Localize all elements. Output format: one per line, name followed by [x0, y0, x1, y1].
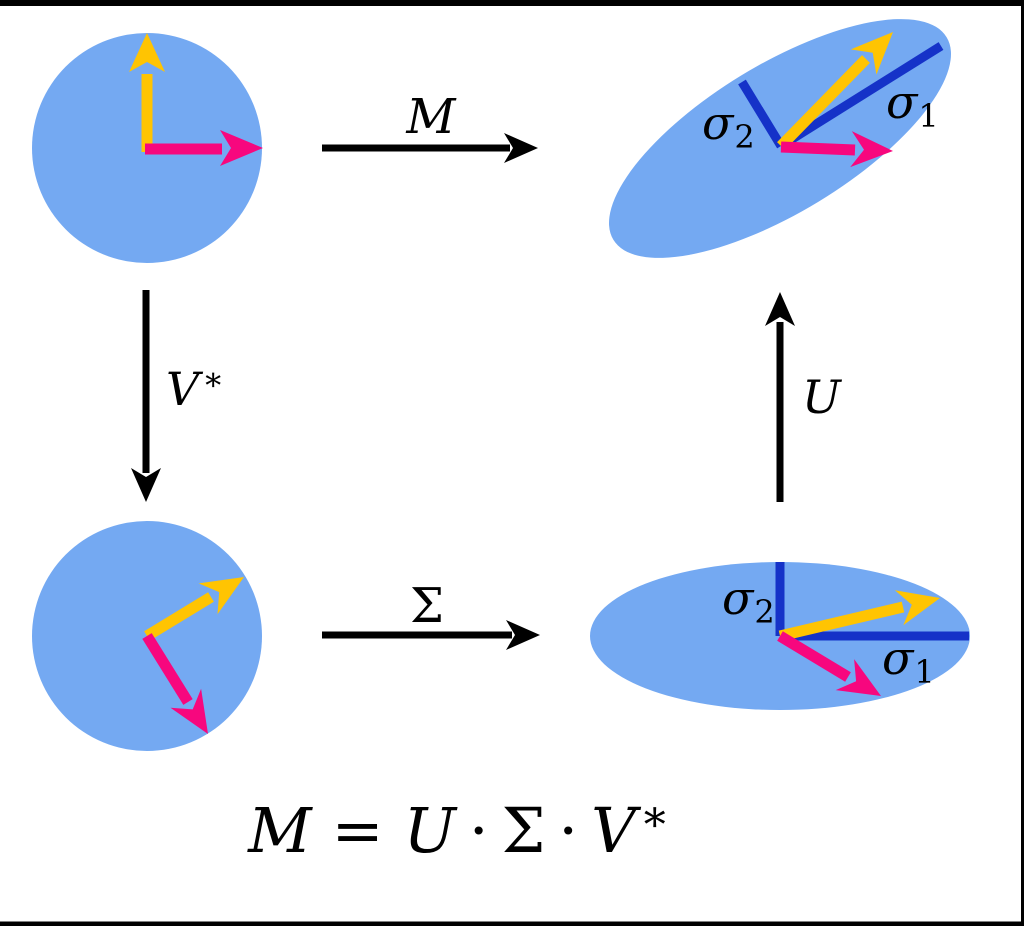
rotated-ellipse-shape	[609, 19, 951, 258]
sigma1-label: σ1	[886, 75, 939, 135]
rotated-ellipse-node: σ2 σ1	[609, 19, 951, 258]
map-arrow-m: M	[322, 89, 538, 163]
rotated-circle-node	[32, 521, 262, 751]
basis-vector-yellow	[129, 33, 165, 152]
sigma2-axis-segment	[738, 79, 785, 149]
magenta-arrowhead	[835, 659, 881, 696]
map-label-u: U	[802, 370, 843, 424]
black-arrowhead	[765, 292, 795, 326]
basis-vector-yellow	[144, 577, 244, 641]
frame-bottom-line	[0, 921, 1024, 926]
image-vector-magenta	[777, 631, 881, 696]
magenta-arrowhead	[170, 688, 208, 734]
map-label-v-star: V∗	[166, 360, 224, 416]
svd-formula: M = U · Σ · V∗	[247, 791, 670, 867]
image-vector-yellow	[778, 590, 940, 642]
map-arrow-sigma: Σ	[322, 578, 540, 650]
magenta-arrowhead	[850, 131, 893, 168]
map-arrow-v-star: V∗	[131, 290, 224, 502]
image-vector-magenta	[780, 131, 893, 168]
black-arrowhead	[131, 468, 161, 502]
image-vector-yellow	[777, 32, 893, 150]
scaled-ellipse-node: σ2 σ1	[590, 562, 970, 710]
yellow-arrowhead	[198, 577, 244, 615]
basis-vector-magenta	[142, 633, 208, 734]
black-arrowhead	[504, 133, 538, 163]
yellow-arrowhead	[894, 590, 940, 626]
sigma2-label: σ2	[722, 571, 775, 631]
sigma1-axis-segment	[778, 42, 944, 150]
sigma2-label: σ2	[702, 96, 755, 156]
magenta-arrowhead	[220, 130, 263, 166]
yellow-arrowhead	[129, 33, 165, 72]
yellow-arrowhead	[850, 32, 893, 75]
sigma1-label: σ1	[882, 631, 935, 691]
black-arrowhead	[506, 620, 540, 650]
basis-vector-magenta	[145, 130, 263, 166]
map-arrow-u: U	[765, 292, 843, 502]
frame-top-line	[0, 0, 1024, 6]
map-label-m: M	[405, 89, 457, 145]
map-label-sigma: Σ	[410, 578, 444, 634]
frame-right-line	[1021, 0, 1024, 926]
unit-circle-node	[32, 33, 263, 263]
